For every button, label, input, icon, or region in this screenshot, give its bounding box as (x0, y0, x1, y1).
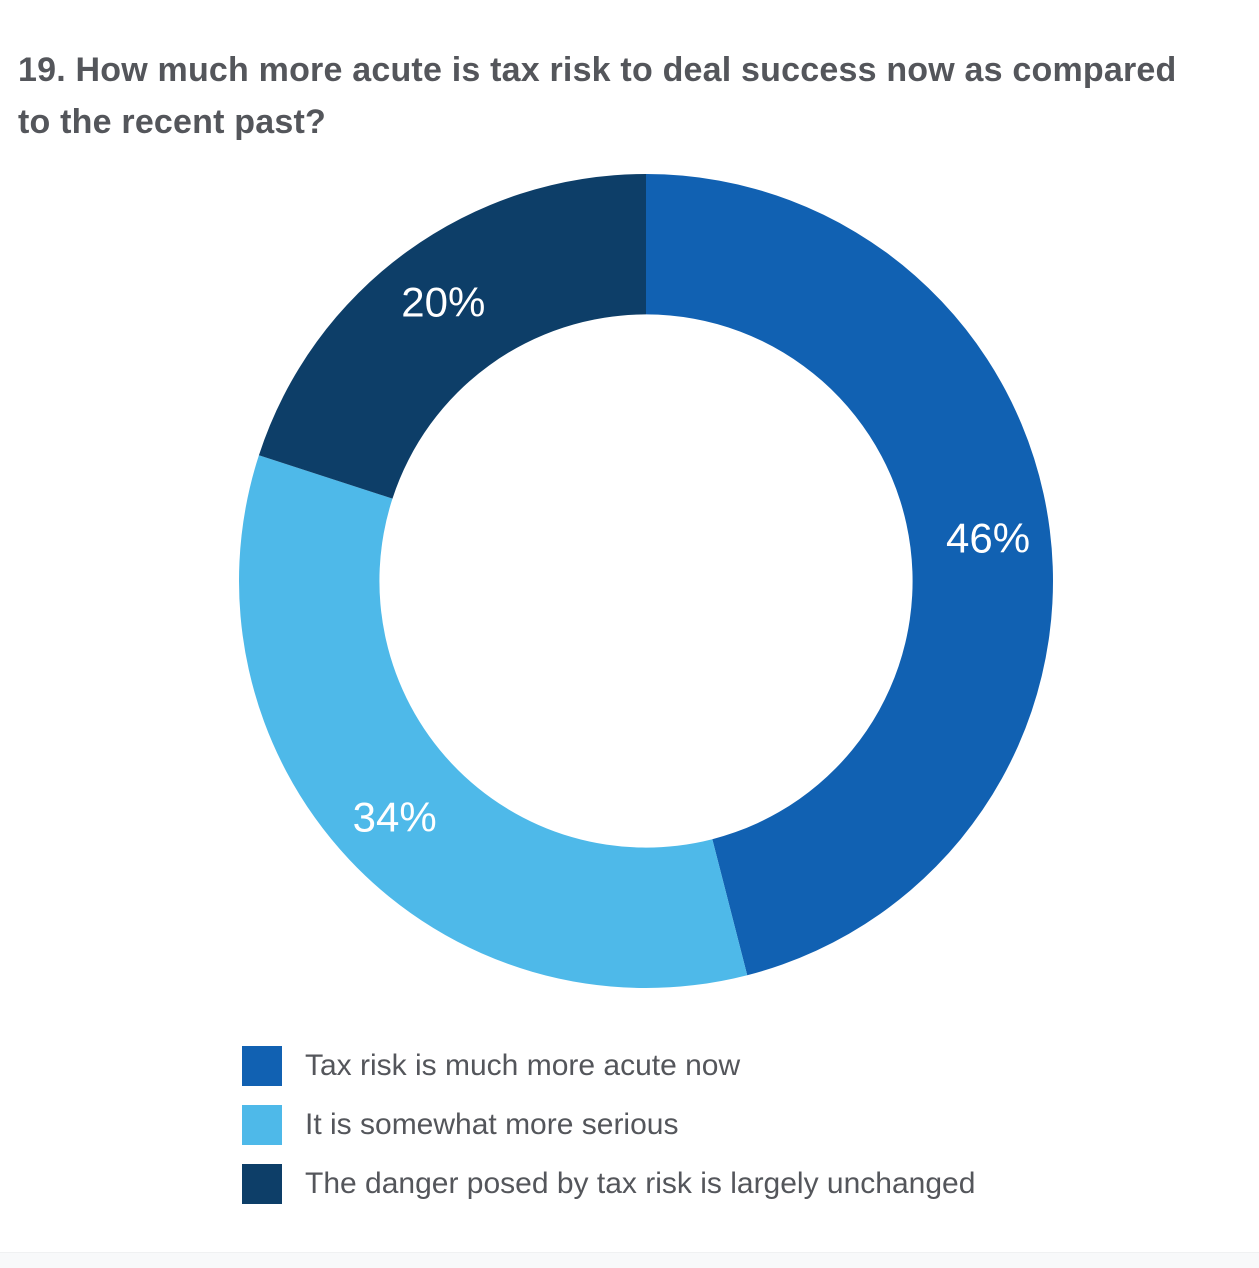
chart-legend: Tax risk is much more acute now It is so… (242, 1046, 975, 1223)
legend-label: The danger posed by tax risk is largely … (305, 1167, 976, 1200)
bottom-strip (0, 1252, 1259, 1268)
donut-chart-svg: 46% 34% 20% (238, 173, 1053, 988)
legend-item-much-more-acute: Tax risk is much more acute now (242, 1046, 975, 1086)
legend-swatch-dark-navy (242, 1164, 282, 1204)
donut-slice-2 (258, 173, 646, 499)
donut-chart: 46% 34% 20% (229, 164, 1063, 998)
slice-label-2: 20% (401, 279, 485, 326)
legend-label: It is somewhat more serious (305, 1108, 679, 1141)
slice-label-1: 34% (353, 794, 437, 841)
donut-slice-0 (646, 174, 1053, 976)
legend-swatch-blue (242, 1046, 282, 1086)
donut-slice-1 (238, 455, 748, 988)
page-title: 19. How much more acute is tax risk to d… (18, 51, 1177, 141)
legend-item-largely-unchanged: The danger posed by tax risk is largely … (242, 1164, 975, 1204)
legend-label: Tax risk is much more acute now (305, 1049, 741, 1082)
legend-swatch-light-blue (242, 1105, 282, 1145)
legend-item-somewhat-more-serious: It is somewhat more serious (242, 1105, 975, 1145)
slice-label-0: 46% (946, 514, 1030, 561)
